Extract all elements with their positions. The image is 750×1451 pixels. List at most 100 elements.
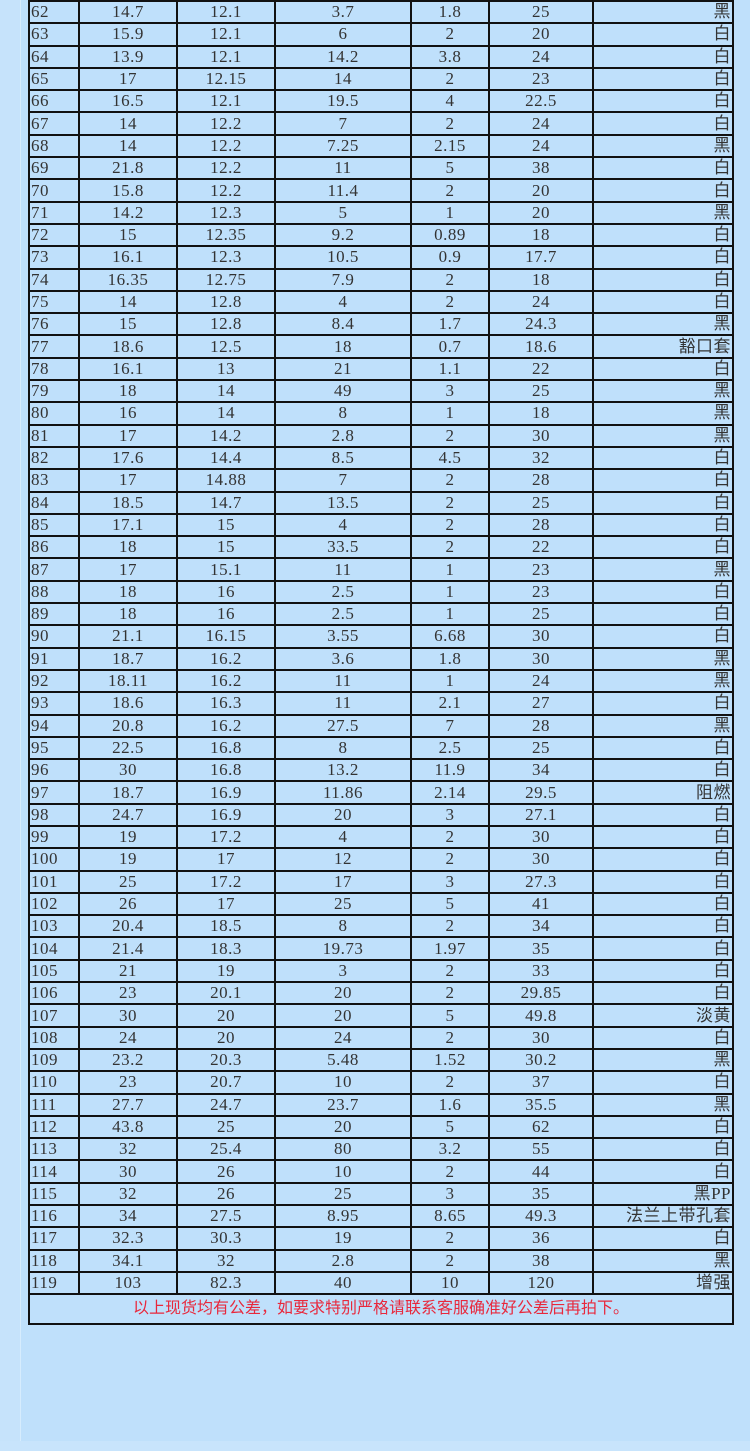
color-type: 白: [592, 535, 734, 560]
row-number: 112: [28, 1114, 80, 1140]
col-2-value: 103: [78, 1270, 178, 1296]
table-row: 112 43.8 25 20 5 62 白: [28, 1114, 734, 1140]
color-type: 法兰上带孔套: [592, 1204, 734, 1229]
row-number: 107: [28, 1003, 80, 1028]
row-number: 74: [28, 267, 80, 292]
col-4-value: 10: [274, 1070, 412, 1095]
row-number: 108: [28, 1025, 80, 1050]
col-3-value: 20.1: [176, 981, 276, 1006]
table-row: 114 30 26 10 2 44 白: [28, 1159, 734, 1184]
col-4-value: 11: [274, 557, 412, 582]
row-number: 83: [28, 468, 80, 493]
col-2-value: 15: [78, 312, 178, 337]
col-5-value: 5: [410, 156, 490, 181]
color-type: 白: [592, 891, 734, 917]
color-type: 白: [592, 869, 734, 894]
col-3-value: 12.2: [176, 133, 276, 159]
row-number: 90: [28, 624, 80, 649]
col-3-value: 12.8: [176, 312, 276, 337]
col-5-value: 1: [410, 579, 490, 605]
col-5-value: 1.97: [410, 936, 490, 961]
col-2-value: 43.8: [78, 1114, 178, 1140]
color-type: 白: [592, 847, 734, 872]
table-row: 89 18 16 2.5 1 25 白: [28, 602, 734, 627]
table-row: 107 30 20 20 5 49.8 淡黄: [28, 1003, 734, 1028]
col-2-value: 18.7: [78, 646, 178, 671]
col-2-value: 30: [78, 1003, 178, 1028]
col-6-value: 30.2: [488, 1047, 594, 1073]
table-row: 75 14 12.8 4 2 24 白: [28, 289, 734, 315]
color-type: 豁口套: [592, 334, 734, 359]
color-type: 白: [592, 914, 734, 939]
row-number: 98: [28, 802, 80, 827]
table-row: 113 32 25.4 80 3.2 55 白: [28, 1137, 734, 1162]
col-5-value: 2: [410, 847, 490, 872]
row-number: 95: [28, 735, 80, 761]
col-2-value: 17.6: [78, 445, 178, 471]
col-6-value: 25: [488, 490, 594, 515]
col-6-value: 49.3: [488, 1204, 594, 1229]
table-row: 98 24.7 16.9 20 3 27.1 白: [28, 802, 734, 827]
bottom-margin: [0, 1441, 750, 1451]
table-row: 74 16.35 12.75 7.9 2 18 白: [28, 267, 734, 292]
col-3-value: 14: [176, 401, 276, 426]
col-6-value: 23: [488, 557, 594, 582]
col-3-value: 26: [176, 1181, 276, 1207]
color-type: 白: [592, 111, 734, 136]
col-4-value: 4: [274, 824, 412, 850]
col-3-value: 20.7: [176, 1070, 276, 1095]
col-3-value: 12.3: [176, 245, 276, 270]
color-type: 黑: [592, 1047, 734, 1073]
col-6-value: 35: [488, 936, 594, 961]
row-number: 76: [28, 312, 80, 337]
table-row: 78 16.1 13 21 1.1 22 白: [28, 356, 734, 382]
col-6-value: 25: [488, 0, 594, 25]
col-6-value: 25: [488, 602, 594, 627]
col-3-value: 12.3: [176, 200, 276, 225]
color-type: 白: [592, 602, 734, 627]
col-3-value: 20: [176, 1025, 276, 1050]
col-4-value: 11: [274, 156, 412, 181]
col-6-value: 24: [488, 44, 594, 69]
col-2-value: 14: [78, 111, 178, 136]
col-5-value: 2: [410, 981, 490, 1006]
row-number: 78: [28, 356, 80, 382]
col-3-value: 25.4: [176, 1137, 276, 1162]
note-row: 以上现货均有公差，如要求特别严格请联系客服确准好公差后再拍下。: [28, 1293, 734, 1326]
color-type: 白: [592, 1114, 734, 1140]
col-5-value: 10: [410, 1270, 490, 1296]
col-4-value: 11.4: [274, 178, 412, 203]
col-2-value: 30: [78, 758, 178, 783]
color-type: 黑: [592, 133, 734, 159]
col-4-value: 17: [274, 869, 412, 894]
col-2-value: 17: [78, 557, 178, 582]
col-5-value: 5: [410, 1114, 490, 1140]
color-type: 白: [592, 245, 734, 270]
col-5-value: 1: [410, 668, 490, 694]
col-6-value: 24: [488, 668, 594, 694]
row-number: 99: [28, 824, 80, 850]
col-3-value: 16: [176, 579, 276, 605]
col-4-value: 5.48: [274, 1047, 412, 1073]
col-4-value: 8.4: [274, 312, 412, 337]
table-row: 69 21.8 12.2 11 5 38 白: [28, 156, 734, 181]
table-row: 85 17.1 15 4 2 28 白: [28, 512, 734, 538]
col-2-value: 18.7: [78, 780, 178, 805]
col-2-value: 18: [78, 602, 178, 627]
row-number: 118: [28, 1248, 80, 1273]
col-2-value: 23.2: [78, 1047, 178, 1073]
col-4-value: 2.8: [274, 1248, 412, 1273]
col-5-value: 0.7: [410, 334, 490, 359]
color-type: 白: [592, 22, 734, 47]
table-row: 110 23 20.7 10 2 37 白: [28, 1070, 734, 1095]
table-row: 64 13.9 12.1 14.2 3.8 24 白: [28, 44, 734, 69]
col-2-value: 18: [78, 379, 178, 404]
table-row: 94 20.8 16.2 27.5 7 28 黑: [28, 713, 734, 738]
col-3-value: 30.3: [176, 1226, 276, 1251]
col-3-value: 16.8: [176, 735, 276, 761]
row-number: 93: [28, 691, 80, 716]
col-4-value: 14.2: [274, 44, 412, 69]
col-3-value: 17: [176, 847, 276, 872]
col-3-value: 12.15: [176, 66, 276, 92]
col-5-value: 2: [410, 1248, 490, 1273]
